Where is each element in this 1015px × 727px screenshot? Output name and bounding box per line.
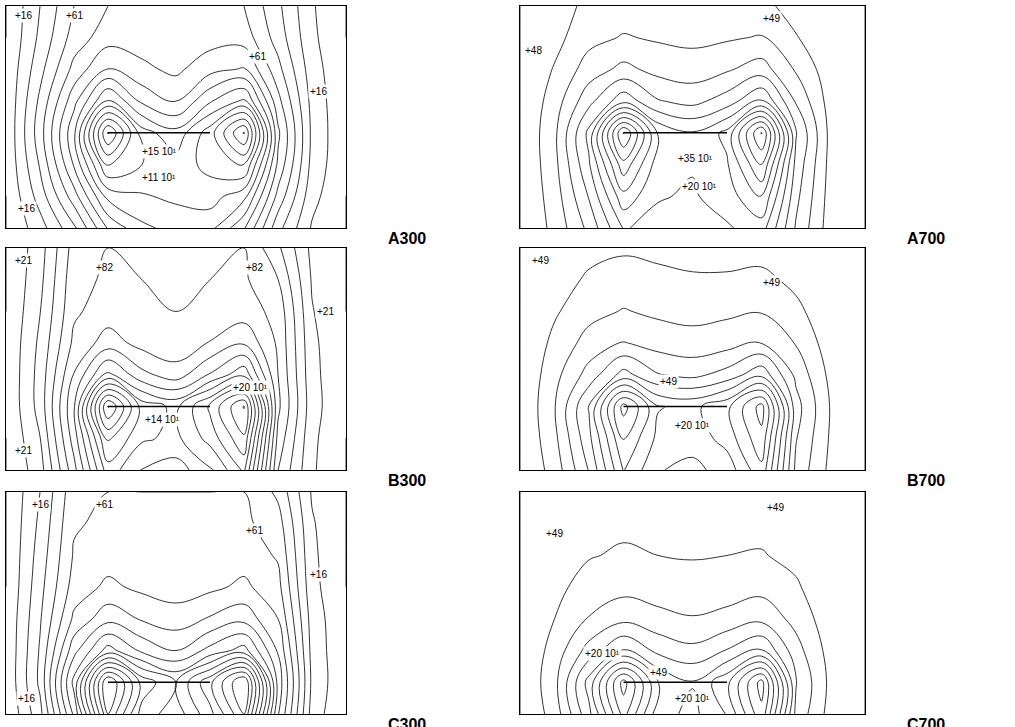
svg-text:+20 10¹: +20 10¹: [682, 181, 717, 192]
svg-text:+16: +16: [310, 86, 327, 97]
svg-text:+49: +49: [660, 376, 677, 387]
svg-text:+35 10¹: +35 10¹: [678, 153, 713, 164]
svg-text:+20 10¹: +20 10¹: [675, 693, 710, 704]
svg-text:+61: +61: [246, 525, 263, 536]
svg-text:C300: C300: [388, 716, 426, 727]
svg-text:A700: A700: [907, 230, 945, 247]
svg-text:+14 10¹: +14 10¹: [145, 414, 180, 425]
svg-text:+16: +16: [18, 693, 35, 704]
svg-text:+20 10¹: +20 10¹: [585, 648, 620, 659]
svg-text:+16: +16: [310, 569, 327, 580]
svg-text:+20 10¹: +20 10¹: [675, 420, 710, 431]
svg-text:C700: C700: [907, 716, 945, 727]
svg-text:+49: +49: [763, 277, 780, 288]
svg-text:+49: +49: [650, 667, 667, 678]
svg-text:+61: +61: [96, 499, 113, 510]
svg-text:+16: +16: [18, 203, 35, 214]
svg-text:+21: +21: [317, 306, 334, 317]
svg-text:+16: +16: [15, 10, 32, 21]
svg-text:+49: +49: [532, 255, 549, 266]
svg-text:+49: +49: [763, 13, 780, 24]
svg-text:+20 10¹: +20 10¹: [233, 382, 268, 393]
svg-text:B700: B700: [907, 472, 945, 489]
svg-text:+61: +61: [66, 10, 83, 21]
svg-text:A300: A300: [388, 230, 426, 247]
svg-text:+82: +82: [246, 262, 263, 273]
svg-text:+21: +21: [15, 255, 32, 266]
svg-text:+16: +16: [32, 499, 49, 510]
svg-text:+11 10¹: +11 10¹: [142, 172, 176, 183]
svg-text:+61: +61: [249, 51, 266, 62]
svg-text:+82: +82: [96, 262, 113, 273]
svg-text:+49: +49: [767, 502, 784, 513]
svg-text:+15 10¹: +15 10¹: [142, 146, 177, 157]
svg-text:B300: B300: [388, 472, 426, 489]
svg-text:+49: +49: [546, 528, 563, 539]
svg-text:+21: +21: [15, 445, 32, 456]
svg-text:+48: +48: [525, 45, 542, 56]
